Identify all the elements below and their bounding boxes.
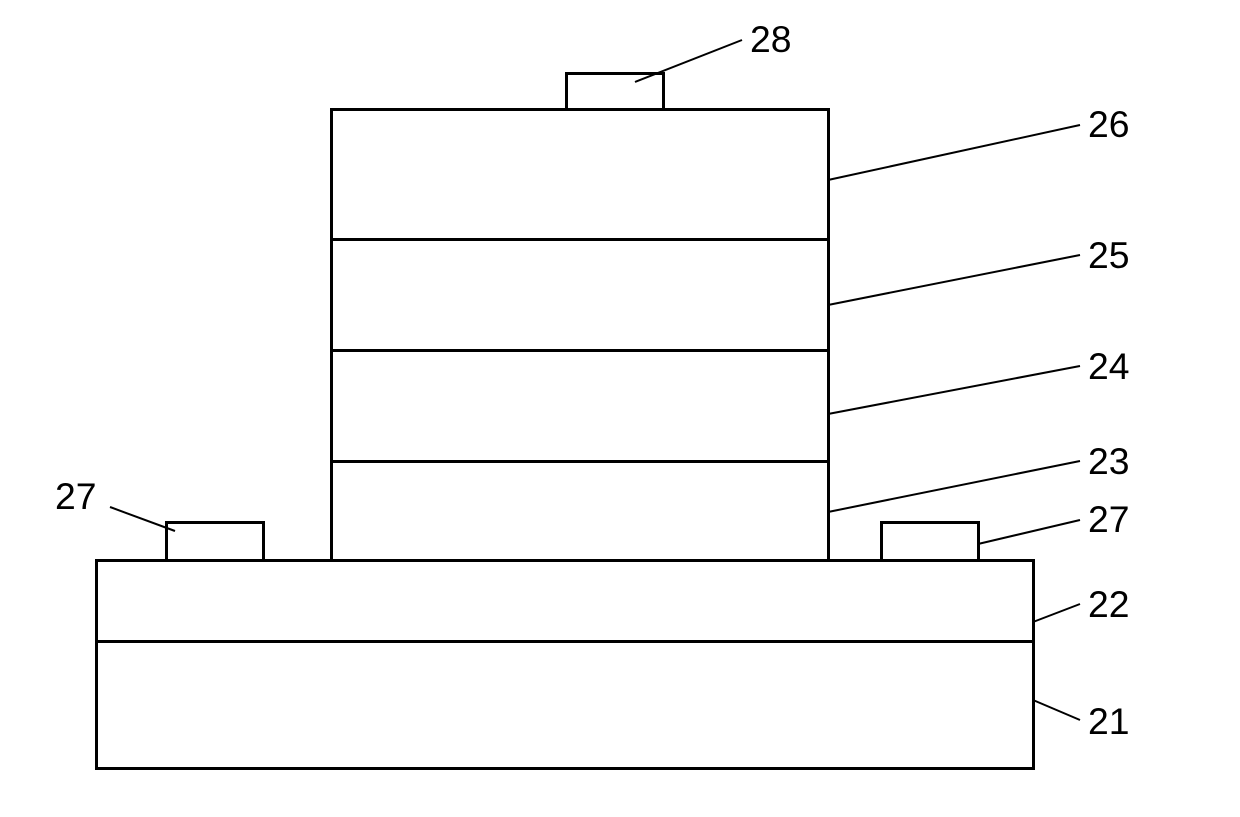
- block-28: [565, 72, 665, 111]
- layer-21: [95, 640, 1035, 770]
- block-27-right: [880, 521, 980, 562]
- label-26: 26: [1088, 103, 1130, 146]
- block-27-left: [165, 521, 265, 562]
- layer-25: [330, 238, 830, 352]
- label-28: 28: [750, 18, 792, 61]
- label-23: 23: [1088, 440, 1130, 483]
- label-27-right: 27: [1088, 498, 1130, 541]
- label-27-left: 27: [55, 475, 97, 518]
- label-24: 24: [1088, 345, 1130, 388]
- label-25: 25: [1088, 234, 1130, 277]
- layer-23: [330, 460, 830, 562]
- layer-22: [95, 559, 1035, 643]
- diagram-canvas: 28 26 25 24 23 27 22 21 27: [0, 0, 1240, 817]
- layer-24: [330, 349, 830, 463]
- layer-26: [330, 108, 830, 241]
- label-22: 22: [1088, 583, 1130, 626]
- label-21: 21: [1088, 700, 1130, 743]
